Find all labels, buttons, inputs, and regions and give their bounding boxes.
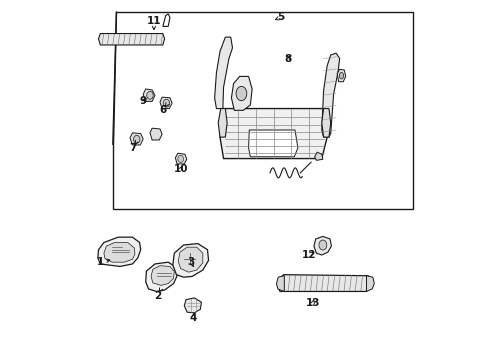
Polygon shape [322,109,331,137]
Text: 5: 5 [277,13,284,22]
Text: 9: 9 [140,96,147,107]
Text: 4: 4 [190,312,197,323]
Text: 6: 6 [159,105,167,115]
Polygon shape [175,153,187,164]
Polygon shape [104,243,135,262]
Text: 2: 2 [154,291,161,301]
Ellipse shape [339,72,343,79]
Ellipse shape [236,86,247,101]
Ellipse shape [178,156,184,162]
Polygon shape [337,69,346,82]
Polygon shape [231,76,252,111]
Polygon shape [146,262,177,292]
Text: 12: 12 [302,250,317,260]
Polygon shape [215,37,232,109]
Polygon shape [98,237,141,266]
Polygon shape [150,128,162,140]
Ellipse shape [163,99,170,107]
Text: 7: 7 [129,143,136,153]
Polygon shape [160,97,172,109]
Polygon shape [322,53,340,137]
Polygon shape [248,130,298,157]
Polygon shape [178,247,203,272]
Polygon shape [220,109,327,158]
Polygon shape [113,12,413,208]
Text: 10: 10 [173,164,188,174]
Polygon shape [151,266,174,285]
Text: 11: 11 [147,16,161,26]
Polygon shape [163,14,170,26]
Polygon shape [218,109,227,137]
Polygon shape [130,133,143,145]
Polygon shape [278,275,372,292]
Ellipse shape [134,135,140,143]
Polygon shape [367,276,374,292]
Ellipse shape [319,240,327,250]
Text: 1: 1 [97,257,104,267]
Polygon shape [276,276,284,292]
Polygon shape [98,33,165,45]
Polygon shape [143,89,155,102]
Polygon shape [184,298,201,313]
Ellipse shape [147,91,153,99]
Text: 8: 8 [284,54,292,64]
Text: 3: 3 [188,257,195,267]
Polygon shape [173,244,209,277]
Text: 13: 13 [306,298,320,308]
Polygon shape [314,237,331,255]
Polygon shape [315,152,323,160]
